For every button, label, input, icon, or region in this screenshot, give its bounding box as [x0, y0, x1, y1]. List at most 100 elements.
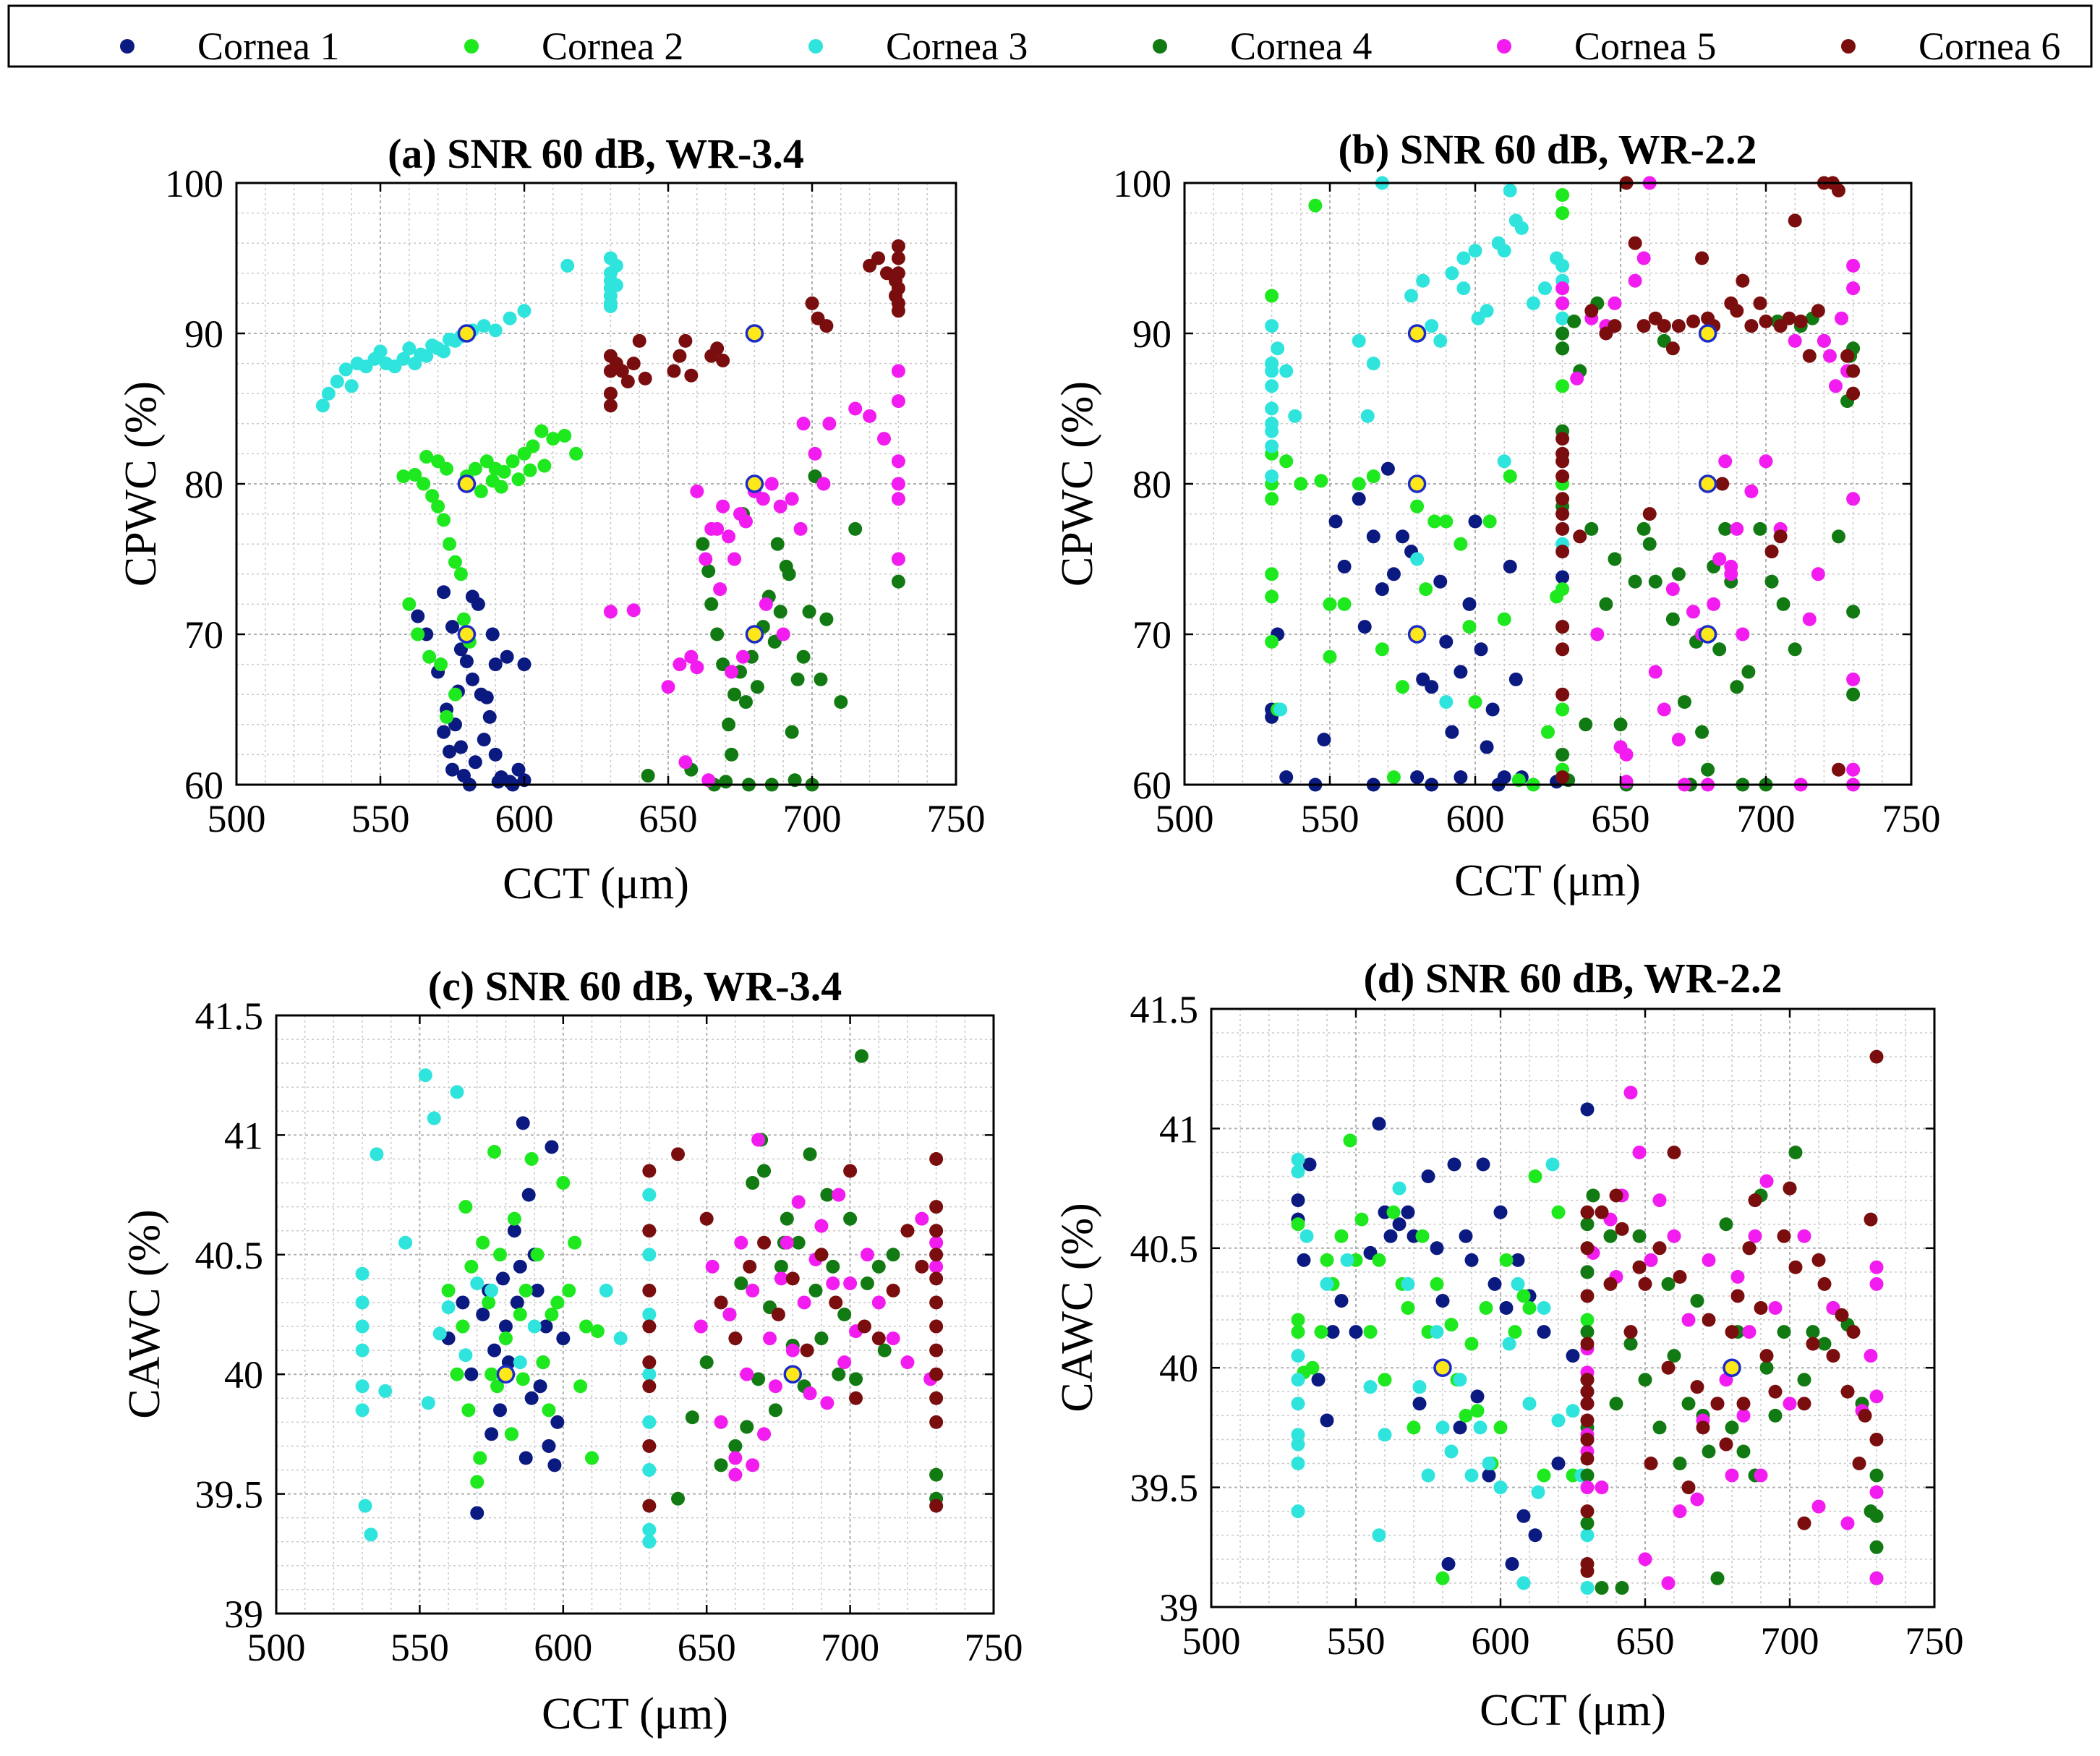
data-point-cornea-2	[1499, 1253, 1514, 1267]
data-point-cornea-4	[1609, 1397, 1623, 1411]
data-point-cornea-4	[1712, 642, 1727, 657]
data-point-cornea-2	[1314, 474, 1328, 488]
data-point-cornea-4	[1667, 1349, 1681, 1363]
data-point-cornea-2	[1541, 725, 1555, 739]
y-tick-label: 100	[165, 162, 223, 205]
data-point-cornea-1	[411, 609, 425, 623]
data-point-cornea-1	[1279, 770, 1294, 785]
y-tick-label: 41.5	[195, 994, 264, 1038]
legend-label-cornea-1: Cornea 1	[197, 25, 339, 68]
data-point-cornea-3	[599, 1283, 613, 1297]
data-point-cornea-5	[891, 364, 905, 378]
data-point-cornea-6	[642, 1164, 657, 1178]
data-point-cornea-3	[642, 1415, 657, 1429]
data-point-cornea-5	[780, 1235, 794, 1250]
data-point-cornea-3	[355, 1319, 370, 1334]
data-point-cornea-3	[355, 1379, 370, 1394]
data-point-cornea-3	[642, 1367, 657, 1381]
data-point-cornea-6	[1782, 311, 1796, 325]
data-point-cornea-1	[545, 1140, 559, 1154]
data-point-cornea-2	[1470, 1404, 1485, 1418]
ticks: 500 550 600 650 700 750 60 70 80 90 100	[165, 162, 986, 840]
data-point-cornea-6	[1580, 1384, 1595, 1399]
data-point-cornea-5	[1555, 281, 1570, 296]
data-point-cornea-2	[518, 1283, 533, 1297]
axes-frame	[275, 1014, 995, 1615]
data-point-cornea-5	[1864, 1349, 1878, 1363]
data-point-cornea-3	[609, 258, 623, 273]
axes-frame	[1210, 1007, 1936, 1608]
data-point-cornea-1	[1454, 665, 1468, 679]
data-point-cornea-4	[738, 695, 753, 709]
data-point-cornea-1	[1317, 733, 1331, 747]
data-point-cornea-6	[1826, 1349, 1840, 1363]
data-point-cornea-2	[537, 459, 552, 473]
data-point-cornea-3	[488, 323, 503, 338]
data-point-cornea-3	[1435, 1420, 1450, 1435]
data-point-cornea-5	[848, 401, 863, 416]
data-point-cornea-6	[1603, 1276, 1618, 1291]
data-point-cornea-6	[900, 1224, 915, 1238]
data-point-cornea-1	[1480, 740, 1494, 754]
data-point-cornea-5	[891, 454, 905, 469]
data-point-cornea-2	[497, 464, 511, 479]
data-point-cornea-1	[477, 733, 491, 747]
data-point-cornea-6	[757, 1235, 772, 1250]
x-tick-label: 500	[1156, 797, 1214, 840]
data-point-cornea-1	[1454, 770, 1468, 785]
x-tick-label: 750	[1905, 1619, 1964, 1663]
data-point-cornea-1	[1505, 1556, 1519, 1571]
data-point-cornea-5	[1730, 1269, 1745, 1284]
data-point-cornea-6	[743, 1259, 757, 1274]
plot-area	[1211, 1009, 1934, 1607]
y-tick-label: 60	[184, 764, 223, 807]
data-point-cornea-5	[1822, 349, 1837, 363]
data-point-cornea-5	[1817, 333, 1831, 348]
data-point-cornea-2	[1265, 634, 1279, 649]
data-point-cornea-3	[1555, 311, 1570, 325]
data-point-cornea-4	[746, 1176, 760, 1190]
data-point-cornea-6	[1759, 314, 1773, 328]
data-point-cornea-6	[1832, 762, 1845, 777]
data-point-cornea-4	[1701, 762, 1715, 777]
target-marker	[745, 474, 764, 493]
data-point-cornea-6	[1623, 1325, 1638, 1339]
data-point-cornea-6	[642, 1439, 657, 1453]
data-point-cornea-6	[1580, 1413, 1595, 1428]
data-point-cornea-5	[716, 499, 730, 513]
data-point-cornea-6	[1555, 454, 1570, 469]
data-point-cornea-1	[1464, 1253, 1479, 1267]
data-point-cornea-5	[1681, 1313, 1696, 1327]
data-point-cornea-3	[1497, 244, 1511, 258]
data-point-cornea-6	[1696, 1420, 1710, 1435]
data-point-cornea-4	[790, 672, 805, 686]
data-point-cornea-4	[1736, 1444, 1751, 1459]
data-point-cornea-5	[762, 1331, 777, 1346]
data-point-cornea-5	[891, 477, 905, 491]
data-point-cornea-6	[1580, 1241, 1595, 1256]
target-marker	[1698, 324, 1717, 343]
data-point-cornea-2	[1378, 1373, 1392, 1387]
data-point-cornea-1	[1439, 634, 1454, 649]
data-point-cornea-6	[1580, 1452, 1595, 1466]
data-point-cornea-6	[632, 333, 646, 348]
data-point-cornea-4	[1671, 567, 1686, 581]
x-axis-label: CCT (μm)	[542, 1689, 728, 1739]
data-point-cornea-5	[808, 446, 822, 461]
data-point-cornea-4	[1869, 1509, 1884, 1523]
data-point-cornea-3	[560, 258, 575, 273]
data-point-cornea-6	[929, 1319, 944, 1334]
data-point-cornea-3	[1531, 1485, 1545, 1499]
data-point-cornea-6	[1744, 319, 1759, 333]
data-point-cornea-5	[1736, 627, 1750, 642]
subplot-c: 500 550 600 650 700 750 39 39.5 40 40.5 41 41.5 (c)…	[120, 963, 1023, 1739]
data-point-cornea-2	[1291, 1217, 1305, 1232]
data-point-cornea-4	[791, 1235, 806, 1250]
data-point-cornea-1	[470, 1506, 485, 1520]
legend-marker-cornea-1	[120, 39, 135, 54]
data-point-cornea-4	[1695, 725, 1710, 739]
data-point-cornea-1	[456, 769, 471, 783]
data-point-cornea-5	[1555, 296, 1570, 310]
target-marker	[1433, 1358, 1452, 1377]
data-point-cornea-3	[1291, 1457, 1305, 1471]
